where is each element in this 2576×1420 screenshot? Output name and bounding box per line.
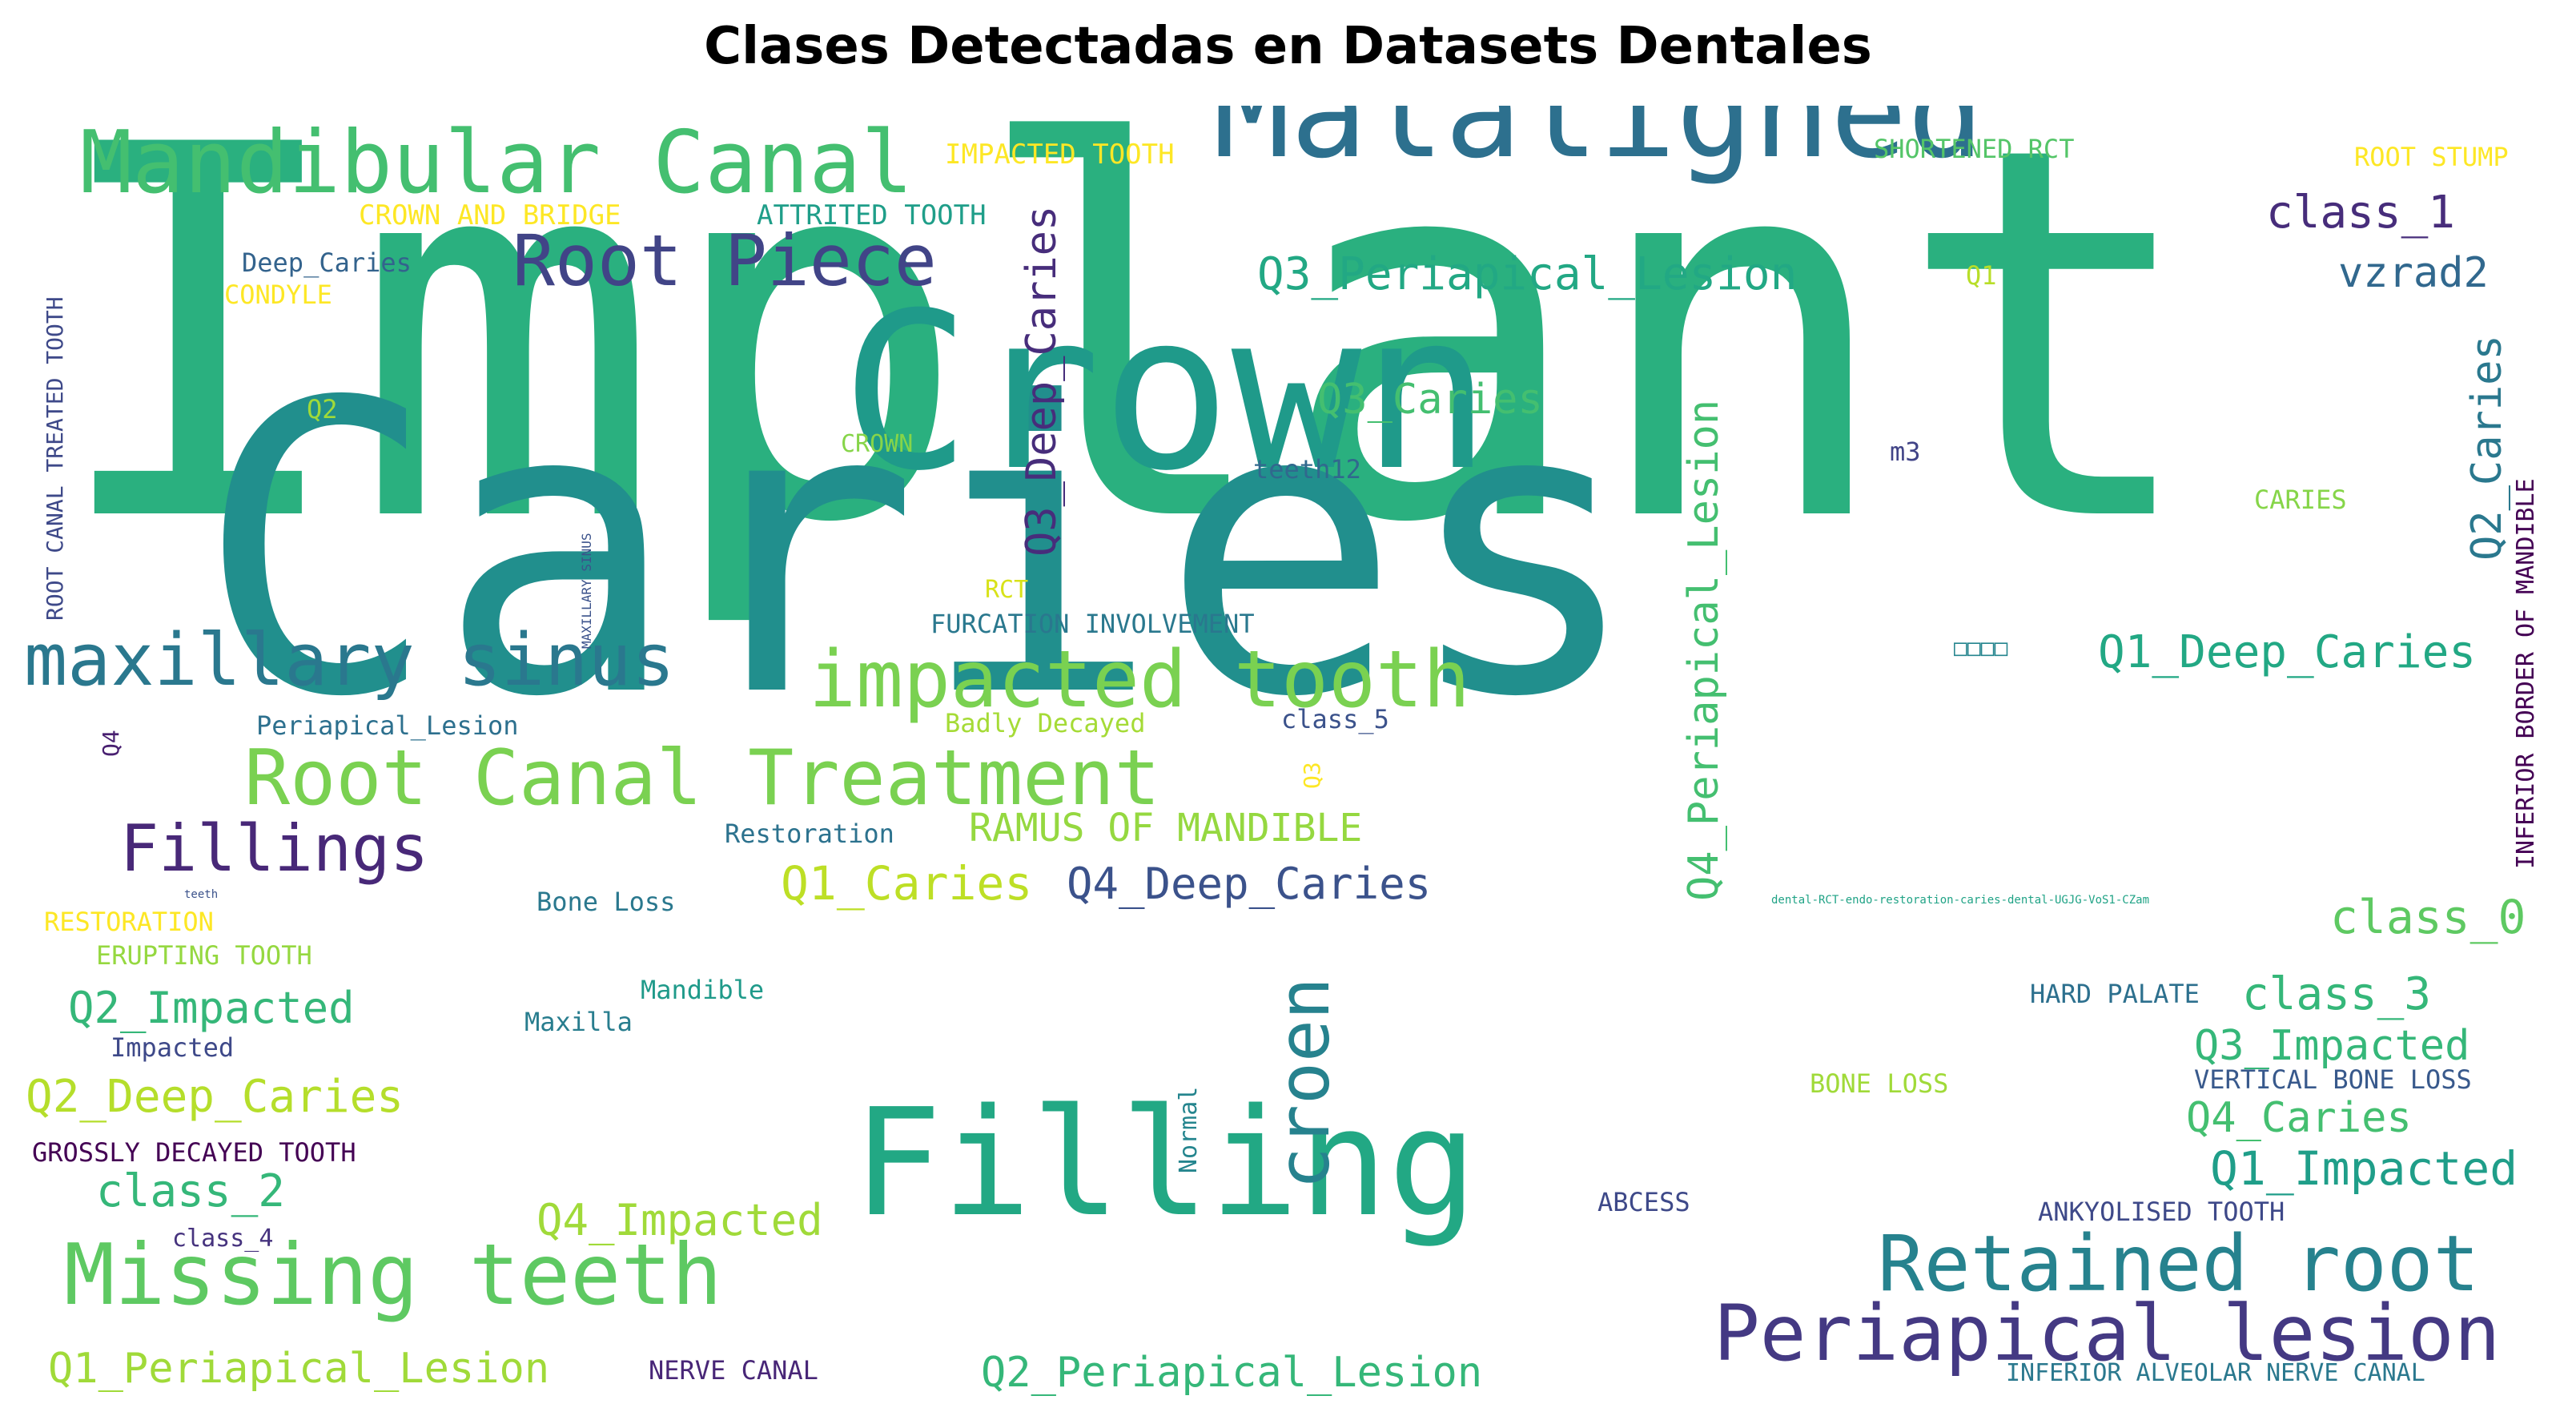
- cloud-word: Impacted: [111, 1032, 235, 1063]
- cloud-word: impacted tooth: [809, 634, 1471, 726]
- cloud-word: Q4_Periapical_Lesion: [1680, 399, 1728, 901]
- cloud-word: Root Canal Treatment: [244, 734, 1160, 823]
- cloud-word: Q4_Deep_Caries: [1067, 859, 1432, 909]
- cloud-word: GROSSLY DECAYED TOOTH: [32, 1137, 356, 1168]
- cloud-word: VERTICAL BONE LOSS: [2194, 1064, 2472, 1095]
- cloud-word: ABCESS: [1597, 1187, 1690, 1217]
- cloud-word: BONE LOSS: [1810, 1068, 1949, 1099]
- cloud-word: vzrad2: [2338, 249, 2489, 297]
- cloud-word: INFERIOR ALVEOLAR NERVE CANAL: [2006, 1359, 2425, 1387]
- cloud-word: Q2_Impacted: [68, 983, 355, 1033]
- cloud-word: Q4: [98, 730, 124, 757]
- cloud-word: Malaligned: [1213, 106, 1985, 187]
- cloud-word: SHORTENED RCT: [1874, 134, 2075, 164]
- cloud-word: Q3: [1299, 762, 1325, 789]
- cloud-word: Filling: [853, 1076, 1477, 1249]
- cloud-word: class_4: [172, 1225, 274, 1253]
- cloud-word: RCT: [985, 576, 1029, 604]
- cloud-word: ANKYOLISED TOOTH: [2038, 1197, 2285, 1227]
- cloud-word: croen: [1263, 977, 1345, 1189]
- cloud-word: Normal: [1175, 1086, 1203, 1173]
- cloud-word: IMPACTED TOOTH: [945, 139, 1175, 171]
- cloud-word: Restoration: [725, 819, 894, 849]
- cloud-word: ROOT STUMP: [2354, 142, 2509, 172]
- cloud-word: ROOT CANAL TREATED TOOTH: [42, 296, 68, 621]
- cloud-word: Mandibular Canal: [80, 113, 914, 213]
- cloud-word: class_3: [2242, 968, 2432, 1020]
- cloud-word: CONDYLE: [224, 280, 332, 310]
- cloud-word: Q2_Periapical_Lesion: [981, 1349, 1483, 1397]
- cloud-word: maxillary sinus: [24, 618, 675, 702]
- cloud-word: class_5: [1281, 704, 1389, 734]
- cloud-word: □□□□: [1954, 634, 2008, 661]
- cloud-word: MAXILLARY SINUS: [579, 533, 594, 650]
- cloud-word: Q2_Caries: [2463, 335, 2511, 561]
- cloud-word: Fillings: [120, 811, 429, 886]
- cloud-word: Missing teeth: [64, 1226, 722, 1324]
- cloud-word: RESTORATION: [44, 907, 214, 937]
- cloud-word: HARD PALATE: [2030, 979, 2200, 1009]
- cloud-word: Caries: [196, 318, 1643, 784]
- cloud-word: Q3_Deep_Caries: [1018, 205, 1066, 557]
- cloud-word: Q2_Deep_Caries: [26, 1071, 404, 1123]
- cloud-word: Maxilla: [524, 1007, 633, 1037]
- cloud-word: Badly Decayed: [945, 708, 1146, 738]
- cloud-word: CROWN: [841, 430, 914, 458]
- cloud-word: ERUPTING TOOTH: [96, 940, 312, 971]
- cloud-word: CROWN AND BRIDGE: [359, 199, 621, 231]
- cloud-word: INFERIOR BORDER OF MANDIBLE: [2512, 478, 2540, 869]
- cloud-word: teeth12: [1253, 454, 1361, 485]
- cloud-word: Bone Loss: [536, 887, 676, 917]
- cloud-word: Mandible: [641, 975, 765, 1005]
- chart-title: Clases Detectadas en Datasets Dentales: [704, 17, 1872, 76]
- word-cloud: Implant Caries Crown Malaligned Filling Mandi…: [24, 106, 2554, 1403]
- cloud-word: class_1: [2266, 187, 2456, 239]
- cloud-word: Crown: [841, 266, 1492, 518]
- cloud-word: Periapical lesion: [1714, 1289, 2501, 1378]
- cloud-word: RAMUS OF MANDIBLE: [969, 806, 1363, 851]
- cloud-word: Q1: [1966, 260, 1997, 291]
- cloud-word: ATTRITED TOOTH: [757, 199, 987, 231]
- cloud-word: Deep_Caries: [242, 247, 412, 278]
- cloud-word: Periapical_Lesion: [256, 710, 519, 741]
- cloud-word: CARIES: [2254, 485, 2347, 515]
- cloud-word: teeth: [184, 888, 219, 901]
- cloud-word: FURCATION INVOLVEMENT: [930, 609, 1255, 639]
- cloud-word: Q3_Impacted: [2194, 1022, 2470, 1070]
- cloud-word: Implant: [44, 106, 2204, 634]
- cloud-word: class_2: [96, 1165, 286, 1217]
- cloud-word: Q4_Impacted: [536, 1195, 823, 1245]
- cloud-word: Q3_Periapical_Lesion: [1257, 248, 1798, 300]
- cloud-word: Retained root: [1878, 1219, 2480, 1309]
- cloud-word: dental-RCT-endo-restoration-caries-denta…: [1771, 894, 2150, 907]
- cloud-word: Q1_Caries: [781, 856, 1033, 911]
- cloud-word: Q3_Caries: [1317, 376, 1543, 424]
- cloud-word: class_0: [2330, 890, 2526, 944]
- cloud-word: Q1_Impacted: [2210, 1141, 2518, 1196]
- cloud-word: Q1_Deep_Caries: [2098, 626, 2477, 678]
- cloud-word: m3: [1890, 436, 1921, 467]
- cloud-word: Q4_Caries: [2186, 1094, 2412, 1142]
- cloud-word: Q2: [307, 394, 338, 424]
- cloud-word: NERVE CANAL: [649, 1355, 818, 1386]
- cloud-word: Root Piece: [512, 219, 937, 302]
- cloud-word: Q1_Periapical_Lesion: [48, 1345, 550, 1393]
